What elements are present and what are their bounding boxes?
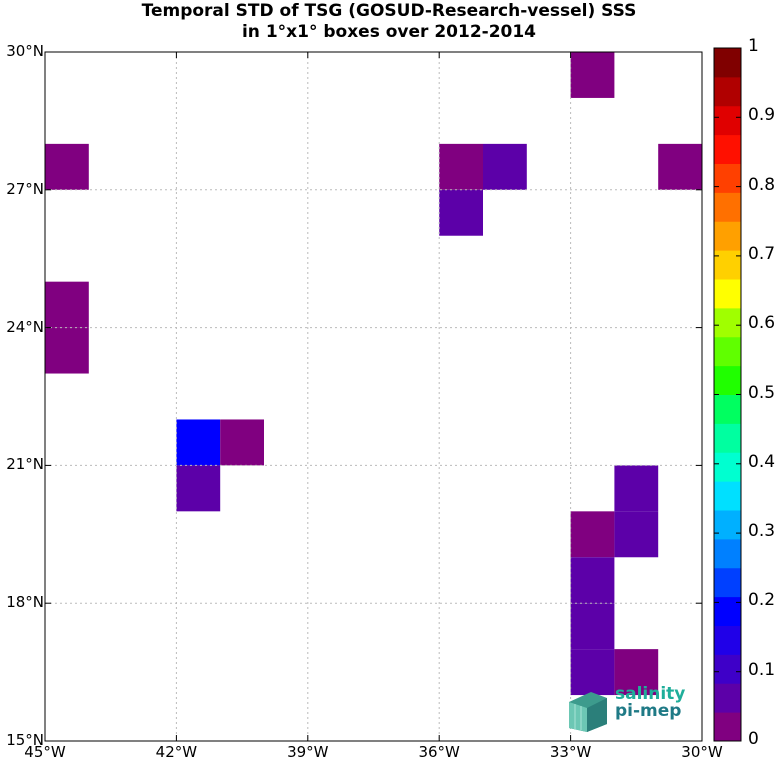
std-cell-11	[614, 465, 659, 512]
std-cell-4	[658, 143, 702, 190]
logo-cube-icon	[569, 692, 607, 732]
colorbar-segment-6	[714, 538, 741, 569]
std-cell-10	[176, 465, 221, 512]
colorbar-frame	[713, 47, 742, 742]
colorbar-segment-7	[714, 510, 741, 540]
std-cell-14	[570, 557, 615, 604]
std-cell-16	[570, 649, 615, 696]
std-cell-1	[45, 143, 89, 190]
chart-title-line2: in 1°x1° boxes over 2012-2014	[241, 22, 537, 42]
y-tick-label-3: 21°N	[6, 455, 44, 474]
y-tick-label-2: 24°N	[6, 317, 44, 336]
std-cell-7	[45, 327, 89, 374]
colorbar-segment-14	[714, 307, 741, 338]
x-tick-label-0: 45°W	[24, 743, 66, 761]
colorbar-label-2: 0.2	[748, 590, 776, 611]
colorbar-segment-3	[714, 625, 741, 655]
std-cell-8	[176, 419, 221, 466]
colorbar-label-5: 0.5	[748, 382, 776, 403]
y-tick-label-1: 27°N	[6, 179, 44, 198]
colorbar-segment-23	[714, 48, 741, 78]
chart-title-line1: Temporal STD of TSG (GOSUD-Research-vess…	[141, 1, 637, 21]
colorbar-label-9: 0.9	[748, 105, 776, 126]
std-cell-15	[570, 603, 615, 650]
colorbar-segment-21	[714, 105, 741, 136]
colorbar-label-0: 0	[748, 729, 759, 749]
colorbar-segment-20	[714, 134, 741, 164]
colorbar-label-8: 0.8	[748, 174, 776, 195]
colorbar-segment-4	[714, 596, 741, 626]
colorbar-segment-16	[714, 250, 741, 280]
logo-text-line1: salinity	[615, 684, 686, 704]
colorbar-label-3: 0.3	[748, 521, 776, 542]
colorbar-segment-13	[714, 336, 741, 367]
colorbar-segment-11	[714, 394, 741, 424]
std-cell-17	[614, 649, 659, 696]
x-tick-label-5: 30°W	[681, 743, 723, 761]
std-cell-13	[614, 511, 659, 558]
colorbar-label-7: 0.7	[748, 243, 776, 264]
colorbar-segment-18	[714, 192, 741, 222]
colorbar-segment-10	[714, 423, 741, 453]
colorbar-segment-0	[714, 712, 741, 742]
colorbar-segment-5	[714, 567, 741, 598]
colorbar-label-10: 1	[748, 36, 759, 56]
y-tick-label-5: 15°N	[6, 731, 44, 749]
y-tick-label-0: 30°N	[6, 42, 44, 60]
y-tick-label-4: 18°N	[6, 593, 44, 612]
std-cell-12	[570, 511, 615, 558]
x-tick-label-1: 42°W	[155, 743, 198, 761]
plot-frame	[44, 51, 703, 742]
colorbar-segment-15	[714, 279, 741, 309]
colorbar-segment-12	[714, 365, 741, 395]
logo-text-line2: pi-mep	[615, 701, 682, 721]
std-cell-5	[439, 189, 483, 236]
colorbar-segment-1	[714, 683, 741, 713]
std-cell-2	[439, 143, 483, 190]
colorbar-segment-22	[714, 76, 741, 107]
colorbar-segment-9	[714, 452, 741, 482]
std-cell-6	[45, 281, 89, 328]
colorbar-label-1: 0.1	[748, 659, 776, 680]
colorbar-segment-8	[714, 481, 741, 511]
std-cell-3	[483, 143, 527, 190]
colorbar-segment-17	[714, 221, 741, 251]
colorbar-label-6: 0.6	[748, 313, 776, 334]
x-tick-label-4: 33°W	[549, 743, 592, 761]
std-cell-9	[220, 419, 264, 466]
colorbar-label-4: 0.4	[748, 451, 776, 472]
std-cell-0	[570, 52, 615, 98]
colorbar-segment-19	[714, 163, 741, 193]
x-tick-label-2: 39°W	[287, 743, 329, 761]
x-tick-label-3: 36°W	[418, 743, 460, 761]
colorbar-segment-2	[714, 654, 741, 684]
salinity-pimep-logo: salinity pi-mep	[565, 684, 695, 734]
